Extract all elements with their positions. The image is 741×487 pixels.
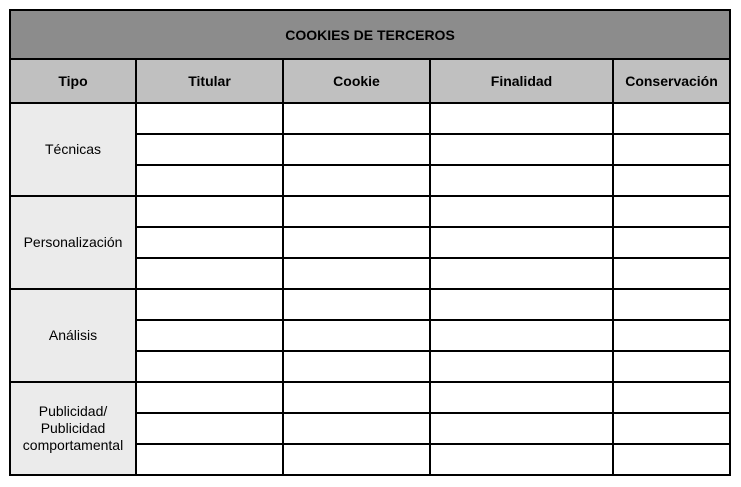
column-header-finalidad: Finalidad bbox=[429, 58, 614, 104]
data-cell bbox=[429, 257, 614, 290]
column-header-titular: Titular bbox=[135, 58, 284, 104]
data-cell bbox=[429, 102, 614, 135]
data-cell bbox=[429, 381, 614, 414]
data-cell bbox=[429, 319, 614, 352]
data-cell bbox=[612, 319, 731, 352]
table-title: COOKIES DE TERCEROS bbox=[9, 9, 731, 60]
data-cell bbox=[612, 102, 731, 135]
data-cell bbox=[429, 195, 614, 228]
table-row: Análisis bbox=[9, 288, 731, 383]
data-cell bbox=[282, 288, 431, 321]
data-cell bbox=[429, 288, 614, 321]
table-row bbox=[10, 443, 731, 476]
table-row bbox=[10, 350, 731, 383]
column-header-conservacion: Conservación bbox=[612, 58, 731, 104]
data-cell bbox=[282, 102, 431, 135]
data-cell bbox=[135, 443, 284, 476]
data-cell bbox=[135, 102, 284, 135]
data-cell bbox=[135, 226, 284, 259]
table-row: Técnicas bbox=[9, 102, 731, 197]
data-cell bbox=[135, 412, 284, 445]
data-cell bbox=[429, 133, 614, 166]
table-row: Publicidad/ Publicidad comportamental bbox=[9, 381, 731, 476]
data-cell bbox=[282, 381, 431, 414]
data-cell bbox=[135, 288, 284, 321]
data-cell bbox=[282, 195, 431, 228]
data-cell bbox=[135, 319, 284, 352]
data-cell bbox=[612, 443, 731, 476]
cookies-table: COOKIES DE TERCEROS Tipo Titular Cookie … bbox=[9, 9, 731, 476]
data-cell bbox=[612, 195, 731, 228]
data-cell bbox=[135, 164, 284, 197]
data-cell bbox=[135, 381, 284, 414]
type-cell: Personalización bbox=[9, 195, 137, 290]
data-cell bbox=[282, 443, 431, 476]
column-header-tipo: Tipo bbox=[9, 58, 137, 104]
data-cell bbox=[612, 288, 731, 321]
type-cell: Análisis bbox=[9, 288, 137, 383]
type-cell: Publicidad/ Publicidad comportamental bbox=[9, 381, 137, 476]
data-cell bbox=[612, 381, 731, 414]
table-row bbox=[10, 257, 731, 290]
data-cell bbox=[429, 226, 614, 259]
data-cell bbox=[429, 164, 614, 197]
data-cell bbox=[135, 257, 284, 290]
data-cell bbox=[282, 257, 431, 290]
type-cell: Técnicas bbox=[9, 102, 137, 197]
data-cell bbox=[282, 133, 431, 166]
data-cell bbox=[135, 133, 284, 166]
data-cell bbox=[612, 350, 731, 383]
data-cell bbox=[135, 350, 284, 383]
header-row: Tipo Titular Cookie Finalidad Conservaci… bbox=[9, 58, 731, 104]
column-header-cookie: Cookie bbox=[282, 58, 431, 104]
data-cell bbox=[612, 412, 731, 445]
table-row bbox=[10, 164, 731, 197]
data-cell bbox=[612, 257, 731, 290]
data-cell bbox=[429, 412, 614, 445]
data-cell bbox=[612, 226, 731, 259]
data-cell bbox=[282, 350, 431, 383]
table-row bbox=[10, 319, 731, 352]
table-row: Personalización bbox=[9, 195, 731, 290]
data-cell bbox=[282, 412, 431, 445]
data-cell bbox=[282, 164, 431, 197]
data-cell bbox=[282, 319, 431, 352]
table-row bbox=[10, 226, 731, 259]
table-row bbox=[10, 133, 731, 166]
data-cell bbox=[612, 133, 731, 166]
data-cell bbox=[135, 195, 284, 228]
data-cell bbox=[429, 350, 614, 383]
data-cell bbox=[429, 443, 614, 476]
data-cell bbox=[612, 164, 731, 197]
table-row bbox=[10, 412, 731, 445]
data-cell bbox=[282, 226, 431, 259]
